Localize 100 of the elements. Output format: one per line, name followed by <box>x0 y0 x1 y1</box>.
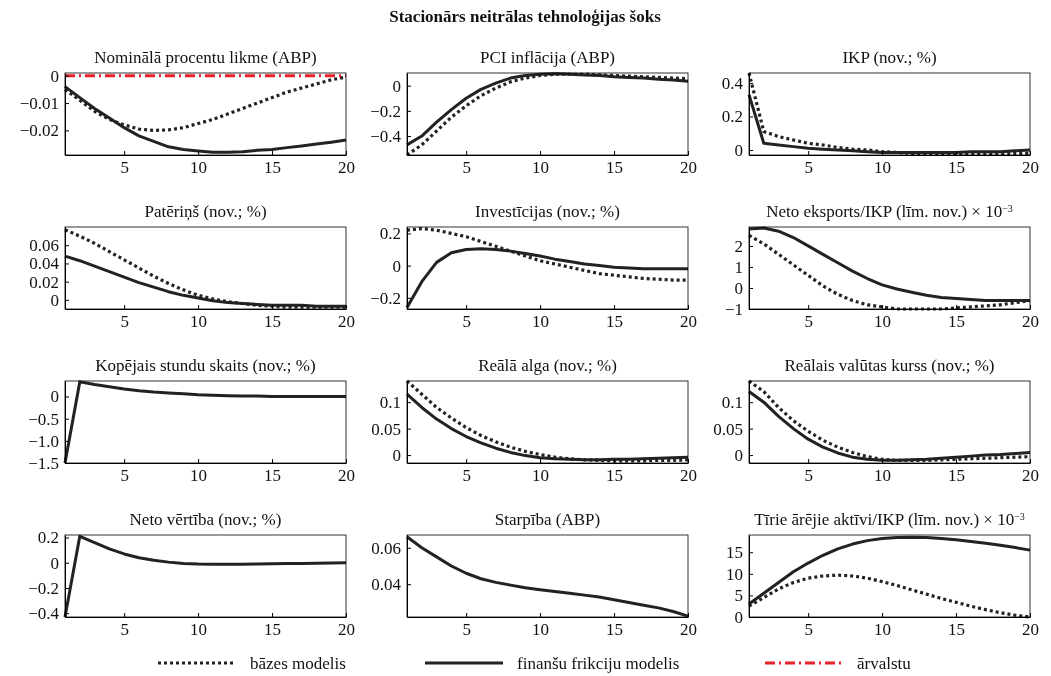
x-tick-label: 20 <box>680 466 697 486</box>
x-tick-label: 5 <box>120 466 129 486</box>
y-tick-label: 5 <box>734 586 743 606</box>
x-tick-label: 10 <box>532 620 550 640</box>
legend-label: ārvalstu <box>857 654 912 673</box>
x-tick-label: 20 <box>338 312 355 332</box>
text: Stacionārs neitrālas tehnoloģijas šoks <box>389 7 662 26</box>
y-tick-label: −0.01 <box>19 94 59 114</box>
x-tick-label: 10 <box>874 620 892 640</box>
y-tick-label: 0.04 <box>29 254 60 274</box>
x-tick-label: 5 <box>462 312 471 332</box>
x-tick-label: 15 <box>264 466 282 486</box>
y-tick-label: −0.2 <box>28 578 59 598</box>
y-tick-label: 0.2 <box>37 528 59 548</box>
x-tick-label: 5 <box>462 620 471 640</box>
x-tick-label: 5 <box>462 466 471 486</box>
chart-title: PCI inflācija (ABP) <box>479 48 616 67</box>
chart-title: Nominālā procentu likme (ABP) <box>94 48 317 67</box>
x-tick-label: 10 <box>532 158 550 178</box>
chart-title: Neto vērtība (nov.; %) <box>129 510 282 529</box>
x-tick-label: 10 <box>874 312 892 332</box>
y-tick-label: −0.5 <box>28 409 59 429</box>
y-tick-label: 0 <box>50 66 59 86</box>
x-tick-label: 15 <box>264 620 282 640</box>
line-series <box>747 71 1032 155</box>
y-tick-label: 2 <box>734 236 743 256</box>
x-tick-label: 15 <box>948 312 966 332</box>
y-tick-label: 0 <box>734 607 743 627</box>
y-tick-label: 0.06 <box>29 236 59 256</box>
x-tick-label: 15 <box>606 620 624 640</box>
chart-title: Tīrie ārējie aktīvi/IKP (līm. nov.) × 10$^{−3}$ <box>754 510 1025 529</box>
y-tick-label: 0.2 <box>379 224 401 244</box>
x-tick-label: 15 <box>264 158 282 178</box>
chart-title: Reālā alga (nov.; %) <box>478 356 617 375</box>
y-tick-label: 0 <box>392 76 401 96</box>
x-tick-label: 15 <box>606 466 624 486</box>
y-tick-label: 0.05 <box>371 419 401 439</box>
y-tick-label: 0.02 <box>29 272 59 292</box>
x-tick-label: 10 <box>190 620 208 640</box>
x-tick-label: 5 <box>804 312 813 332</box>
x-tick-label: 10 <box>874 466 892 486</box>
y-tick-label: 0 <box>50 553 59 573</box>
x-tick-label: 5 <box>462 158 471 178</box>
x-tick-label: 15 <box>606 158 624 178</box>
line-series <box>63 380 348 465</box>
x-tick-label: 5 <box>120 620 129 640</box>
y-tick-label: −0.4 <box>370 127 402 147</box>
y-tick-label: 0 <box>50 387 59 407</box>
y-tick-label: −1.5 <box>28 453 59 473</box>
y-tick-label: 0 <box>734 140 743 160</box>
y-tick-label: 0.06 <box>371 538 401 558</box>
x-tick-label: 10 <box>532 312 550 332</box>
x-tick-label: 15 <box>606 312 624 332</box>
y-tick-label: 0 <box>392 446 401 465</box>
y-tick-label: 0.04 <box>371 575 402 595</box>
y-tick-label: −1.0 <box>28 431 59 451</box>
line-series <box>63 534 348 619</box>
x-tick-label: 20 <box>1022 466 1039 486</box>
chart-title: Starpība (ABP) <box>494 510 601 529</box>
y-tick-label: 10 <box>726 564 743 584</box>
x-tick-label: 5 <box>804 466 813 486</box>
x-tick-label: 5 <box>804 158 813 178</box>
x-tick-label: 15 <box>948 158 966 178</box>
x-tick-label: 20 <box>1022 620 1039 640</box>
x-tick-label: 10 <box>190 312 208 332</box>
y-tick-label: 15 <box>726 543 743 563</box>
x-tick-label: 20 <box>680 620 697 640</box>
legend-label: bāzes modelis <box>250 654 346 673</box>
x-tick-label: 20 <box>680 158 697 178</box>
y-tick-label: −0.02 <box>19 121 59 141</box>
line-series <box>405 535 690 618</box>
chart-title: Patēriņš (nov.; %) <box>144 202 267 221</box>
y-tick-label: 0 <box>50 290 59 310</box>
x-tick-label: 15 <box>264 312 282 332</box>
x-tick-label: 20 <box>338 620 355 640</box>
chart-title: Investīcijas (nov.; %) <box>475 202 620 221</box>
y-tick-label: 0 <box>734 278 743 298</box>
x-tick-label: 10 <box>532 466 550 486</box>
x-tick-label: 20 <box>680 312 697 332</box>
x-tick-label: 15 <box>948 620 966 640</box>
x-tick-label: 5 <box>120 158 129 178</box>
y-tick-label: 0.2 <box>721 107 743 127</box>
y-tick-label: 0.1 <box>379 393 401 413</box>
chart-title: IKP (nov.; %) <box>842 48 937 67</box>
x-tick-label: 20 <box>1022 312 1039 332</box>
y-tick-label: −0.2 <box>370 288 401 308</box>
y-tick-label: −1 <box>724 299 743 319</box>
y-tick-label: 0 <box>734 446 743 465</box>
x-tick-label: 10 <box>190 466 208 486</box>
y-tick-label: 0.05 <box>713 419 743 439</box>
x-tick-label: 20 <box>338 466 355 486</box>
y-tick-label: 0.4 <box>721 73 744 93</box>
x-tick-label: 10 <box>190 158 208 178</box>
x-tick-label: 5 <box>120 312 129 332</box>
y-tick-label: 1 <box>734 257 743 277</box>
y-tick-label: −0.2 <box>370 101 401 121</box>
x-tick-label: 20 <box>1022 158 1039 178</box>
y-tick-label: 0.1 <box>721 393 743 413</box>
x-tick-label: 20 <box>338 158 355 178</box>
chart-title: Kopējais stundu skaits (nov.; %) <box>95 356 316 375</box>
